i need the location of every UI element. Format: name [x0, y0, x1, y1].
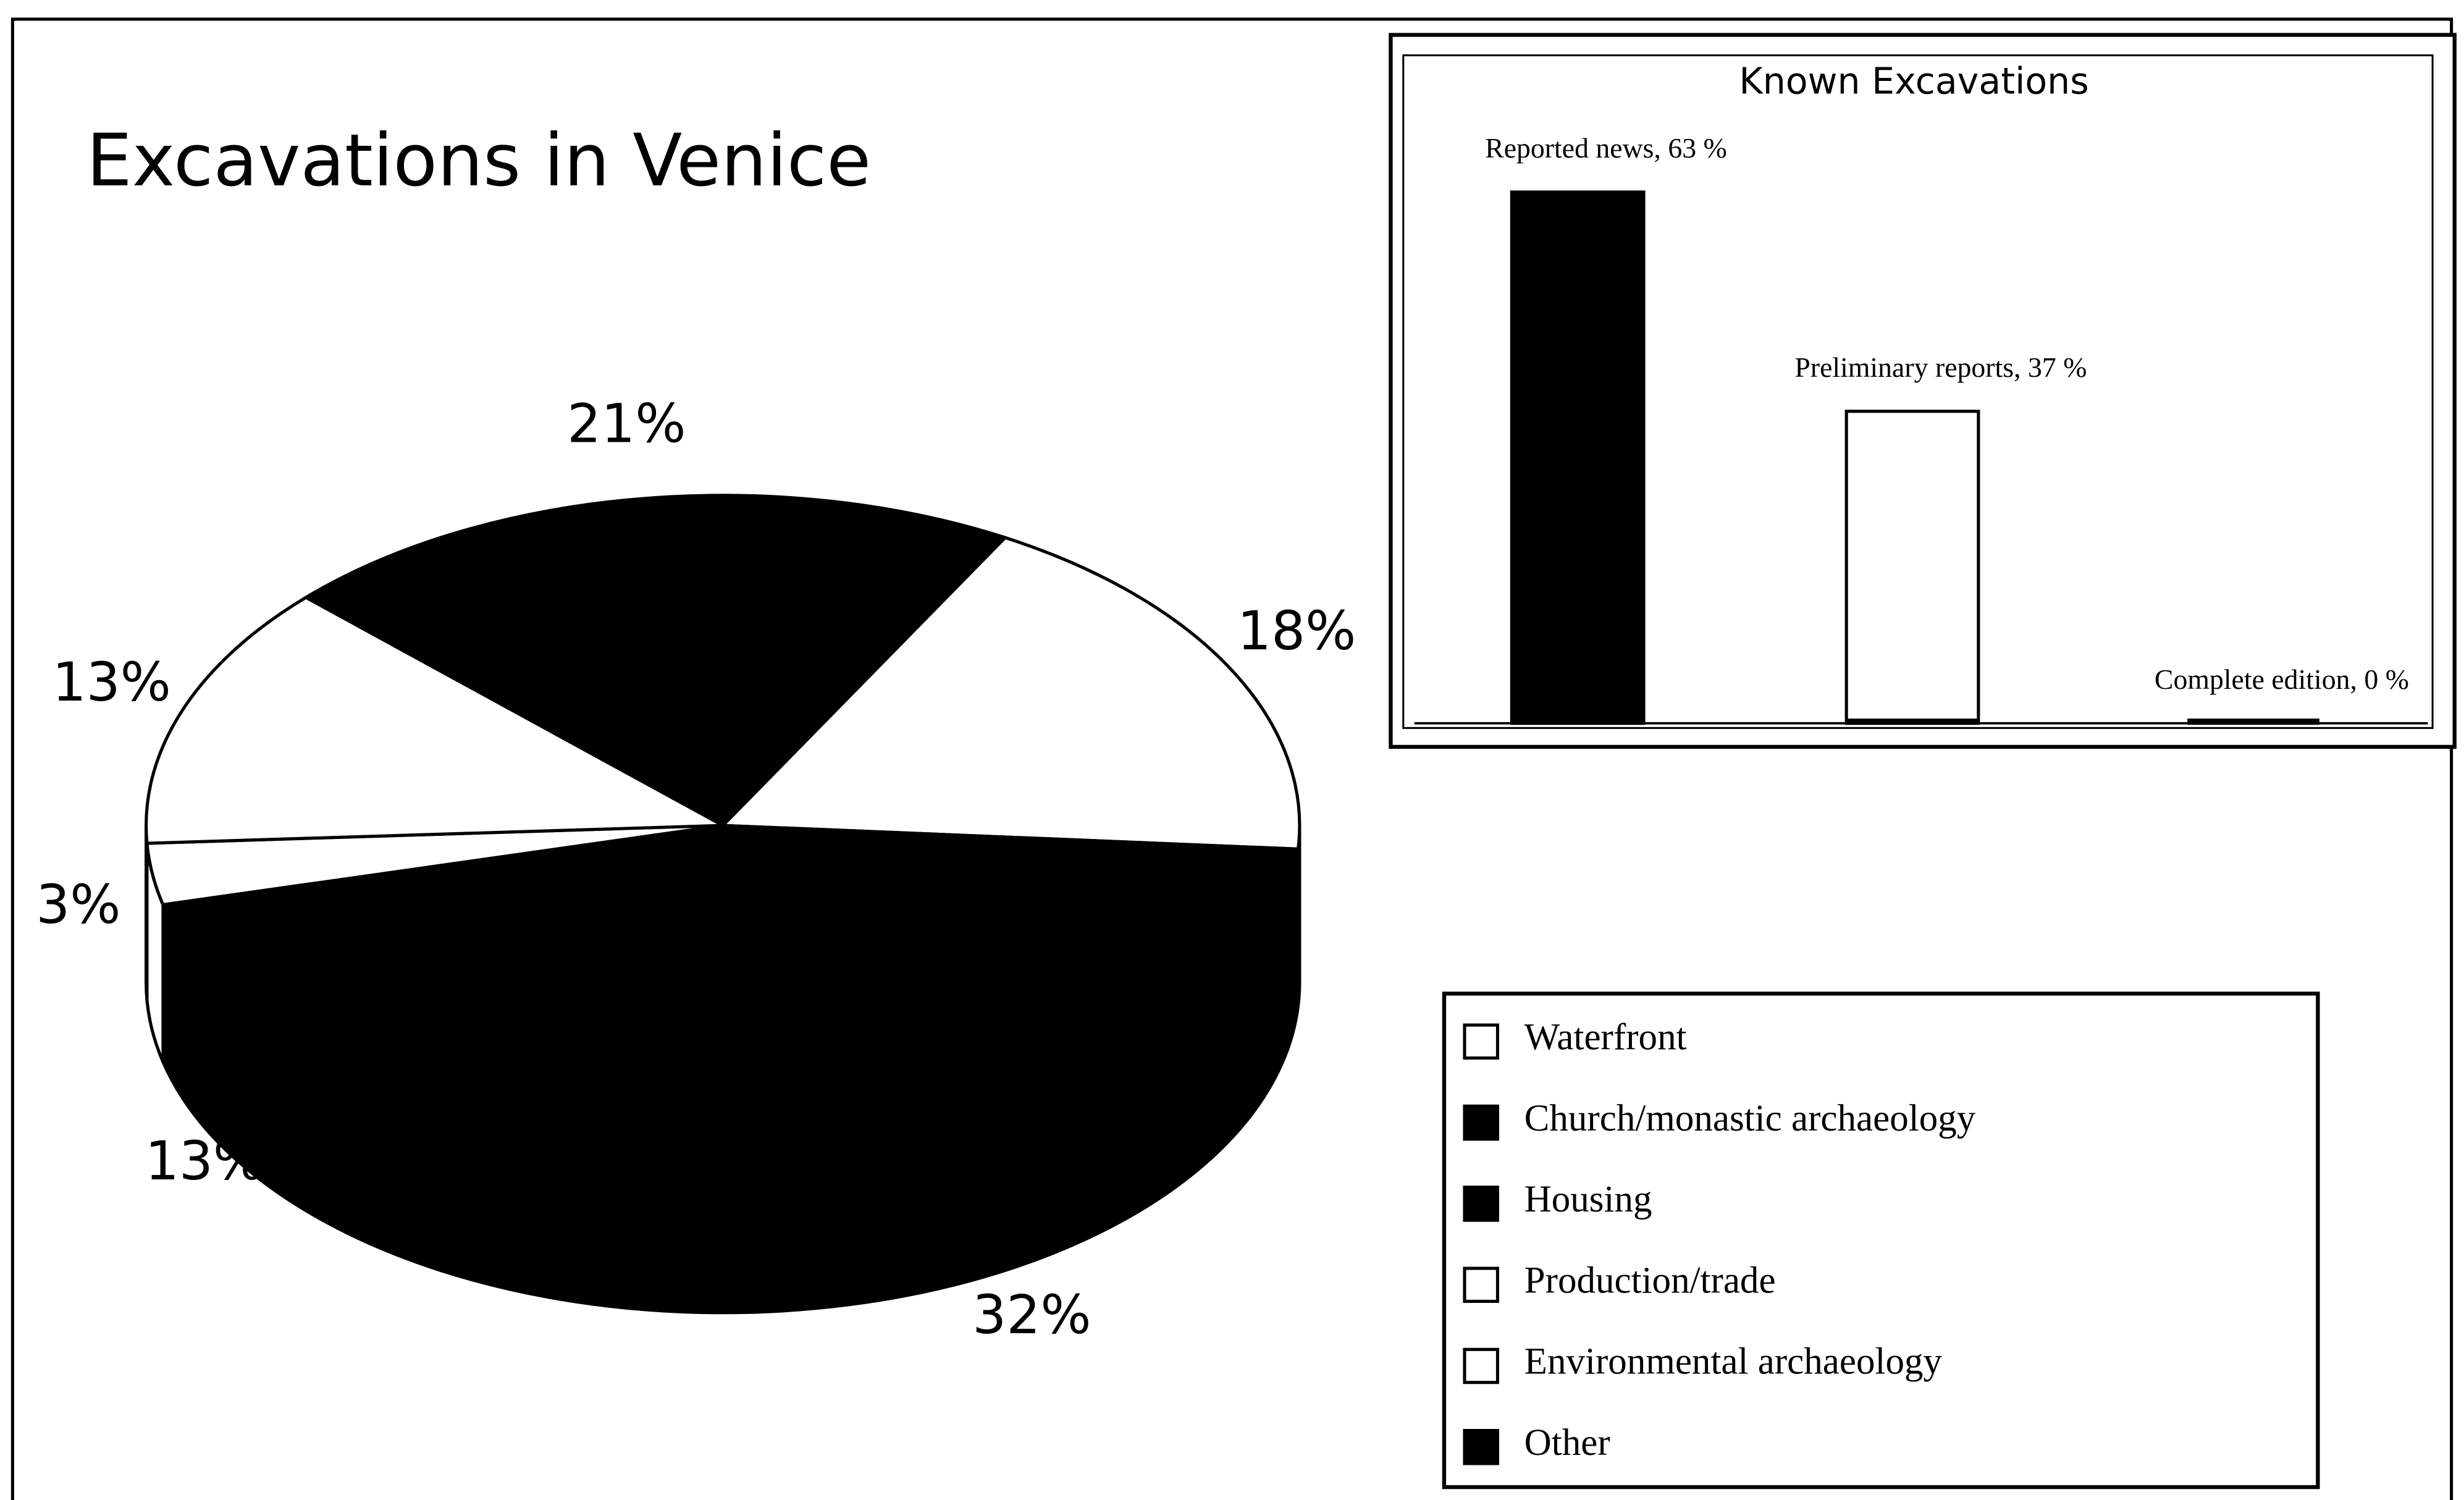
legend-swatch — [1463, 1023, 1499, 1060]
legend-swatch — [1463, 1347, 1499, 1384]
data-label: Reported news, 63 % — [1485, 132, 1727, 164]
pie-slice — [719, 536, 1301, 851]
legend-label: Environmental archaeology — [1524, 1341, 1943, 1383]
data-label: Complete edition, 0 % — [2155, 664, 2409, 695]
legend-box — [1442, 992, 2320, 1489]
legend-label: Other — [1524, 1422, 1610, 1464]
data-label: 21% — [567, 393, 686, 455]
data-label: 13% — [53, 652, 171, 714]
legend-label: Church/monastic archaeology — [1524, 1098, 1976, 1139]
pie-slice — [437, 824, 1300, 1157]
data-label: 13% — [145, 1131, 264, 1192]
legend-swatch — [1463, 1429, 1499, 1465]
bar — [1510, 190, 1646, 725]
chart-title: Excavations in Venice — [86, 118, 871, 203]
bar — [1844, 410, 1980, 725]
inset-inner-frame — [1402, 54, 2434, 729]
data-label: 18% — [1237, 600, 1356, 662]
legend-swatch — [1463, 1104, 1499, 1141]
legend-swatch — [1463, 1186, 1499, 1222]
legend-label: Housing — [1524, 1179, 1652, 1220]
pie-slice — [145, 596, 729, 845]
data-label: 3% — [36, 874, 120, 936]
data-label: 32% — [972, 1284, 1091, 1346]
inset-title: Known Excavations — [1739, 60, 2088, 102]
legend-label: Waterfront — [1524, 1017, 1687, 1058]
legend-label: Production/trade — [1524, 1260, 1776, 1301]
data-label: Preliminary reports, 37 % — [1794, 352, 2087, 383]
legend-swatch — [1463, 1266, 1499, 1303]
pie-slice — [161, 823, 728, 1115]
pie-slice — [303, 494, 1008, 828]
